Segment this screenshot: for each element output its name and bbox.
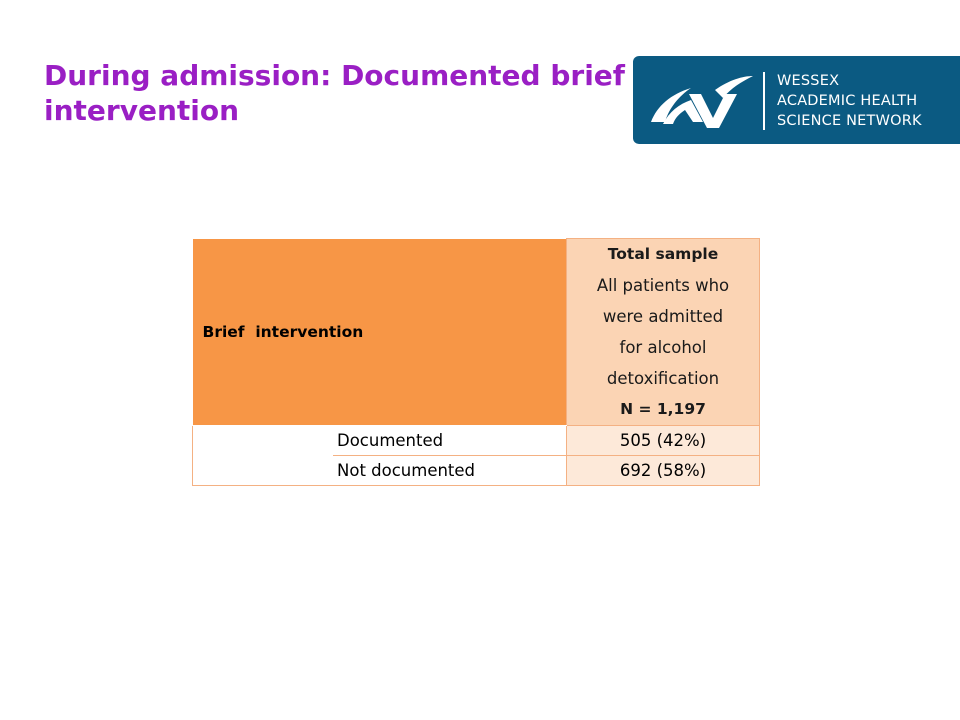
- row-value-documented: 505 (42%): [566, 425, 760, 456]
- row-label-not-documented: Not documented: [333, 455, 567, 486]
- header-total-sample: Total sample All patients who were admit…: [566, 238, 760, 426]
- sample-desc-line: for alcohol: [619, 338, 707, 357]
- blank-cell: [192, 425, 333, 486]
- logo-line-2: ACADEMIC HEALTH: [777, 93, 918, 109]
- sample-desc-line: were admitted: [602, 307, 724, 326]
- sample-desc-line: All patients who: [596, 276, 730, 295]
- logo-divider: [763, 72, 765, 130]
- sample-desc-line: detoxification: [606, 369, 720, 388]
- logo-line-1: WESSEX: [777, 73, 840, 89]
- header-label-text: Brief intervention: [202, 322, 364, 341]
- brief-intervention-table: Brief intervention Total sample All pati…: [192, 238, 760, 486]
- sample-title: Total sample: [607, 245, 719, 263]
- header-brief-intervention: Brief intervention: [192, 238, 567, 426]
- row-value-not-documented: 692 (58%): [566, 455, 760, 486]
- row-label-documented: Documented: [333, 425, 567, 456]
- table-row: Documented 505 (42%): [192, 425, 760, 486]
- table-header-row: Brief intervention Total sample All pati…: [192, 238, 760, 426]
- logo-line-3: SCIENCE NETWORK: [777, 113, 922, 129]
- wessex-ahsn-logo: WESSEX ACADEMIC HEALTH SCIENCE NETWORK: [633, 56, 960, 144]
- table-row: Not documented 692 (58%): [193, 455, 760, 486]
- sample-n: N = 1,197: [620, 400, 706, 418]
- wessex-logo-mark-icon: [651, 76, 753, 128]
- slide-title: During admission: Documented brief inter…: [44, 59, 625, 127]
- logo-text: WESSEX ACADEMIC HEALTH SCIENCE NETWORK: [777, 71, 922, 131]
